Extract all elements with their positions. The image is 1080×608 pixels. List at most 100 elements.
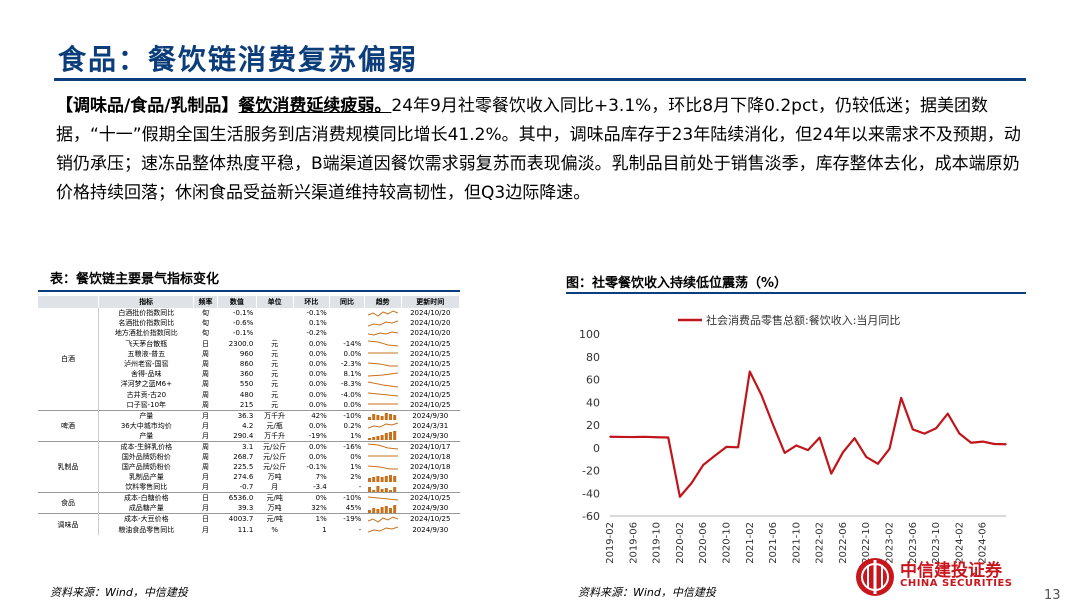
cell-updated: 2024/10/25 bbox=[410, 370, 451, 379]
table-row: 五粮液-普五 周 960 元 0.0% 0.0% 2024/10/25 bbox=[38, 349, 460, 359]
cell-frequency: 周 bbox=[201, 380, 209, 389]
cell-frequency: 月 bbox=[201, 504, 209, 513]
cell-frequency: 月 bbox=[193, 409, 218, 421]
cell-trend bbox=[364, 503, 401, 514]
sparkline-icon bbox=[367, 372, 398, 377]
cell-yoy bbox=[330, 328, 365, 338]
x-tick-label: 2022-06 bbox=[838, 522, 849, 564]
cell-value: -0.7 bbox=[239, 483, 254, 492]
x-tick-label: 2023-10 bbox=[931, 522, 942, 564]
sparkline-line bbox=[367, 516, 398, 523]
cell-updated: 2024/9/30 bbox=[412, 483, 449, 492]
sparkline-bar bbox=[376, 508, 380, 513]
data-point bbox=[877, 462, 879, 465]
data-point bbox=[830, 472, 833, 475]
data-point bbox=[655, 436, 658, 439]
cell-unit bbox=[256, 318, 293, 328]
line-chart: 社会消费品零售总额:餐饮收入:当月同比 -60 -40 -20 0 20 40 60 80 10… bbox=[579, 313, 1007, 564]
cell-mom: 1 bbox=[322, 525, 327, 534]
cell-indicator: 产量 bbox=[98, 409, 194, 421]
cell-updated: 2024/10/20 bbox=[410, 319, 451, 328]
cell-mom: -0.1% bbox=[306, 309, 327, 318]
data-point bbox=[702, 464, 704, 466]
data-point bbox=[853, 437, 856, 439]
cell-updated: 2024/10/18 bbox=[410, 452, 451, 461]
y-tick-label: -40 bbox=[582, 487, 600, 500]
sparkline-bar bbox=[392, 431, 396, 441]
cell-indicator: 36大中城市均价 bbox=[120, 421, 172, 430]
cell-yoy: -19% bbox=[329, 513, 365, 525]
sparkline-line bbox=[367, 496, 398, 501]
header-indicator: 指标 bbox=[98, 296, 195, 308]
data-point bbox=[679, 495, 681, 498]
header-frequency: 频率 bbox=[193, 296, 218, 308]
cell-unit: 元/吨 bbox=[256, 513, 294, 525]
row-category: 食品 bbox=[38, 492, 100, 514]
data-point bbox=[981, 440, 984, 443]
cell-yoy: -2.3% bbox=[341, 360, 362, 369]
cell-trend bbox=[364, 369, 401, 379]
cell-updated: 2024/10/25 bbox=[410, 390, 451, 399]
cell-yoy: -4.0% bbox=[341, 390, 362, 399]
cell-yoy: 0.0% bbox=[343, 349, 362, 358]
cell-mom: 0.0% bbox=[308, 360, 327, 369]
data-point bbox=[807, 449, 809, 451]
cell-updated: 2024/10/25 bbox=[401, 492, 460, 504]
data-point bbox=[760, 394, 763, 396]
cell-trend bbox=[364, 524, 401, 534]
cell-unit: 万吨 bbox=[267, 504, 282, 513]
cell-trend bbox=[364, 308, 401, 318]
cell-mom: 32% bbox=[311, 504, 327, 513]
cell-value: 960 bbox=[239, 349, 254, 358]
header-unit: 单位 bbox=[256, 296, 294, 308]
sparkline-icon bbox=[367, 381, 398, 388]
sparkline-icon bbox=[367, 474, 396, 482]
cell-mom: 0.0% bbox=[308, 390, 327, 399]
cell-unit: 元 bbox=[271, 349, 279, 358]
header-updated: 更新时间 bbox=[401, 296, 461, 308]
cell-yoy: 0.2% bbox=[343, 421, 362, 430]
data-point bbox=[772, 424, 774, 426]
cell-mom: 0.0% bbox=[308, 452, 327, 461]
sparkline-bar bbox=[388, 489, 392, 492]
cell-updated: 2024/10/25 bbox=[410, 349, 451, 358]
cell-indicator: 国外品牌奶粉价 bbox=[121, 452, 171, 461]
table-row: 古井贡-古20 周 480 元 0.0% -4.0% 2024/10/25 bbox=[38, 390, 460, 400]
sparkline-icon bbox=[367, 320, 398, 327]
cell-trend bbox=[364, 400, 401, 411]
cell-indicator: 国产品牌奶粉价 bbox=[121, 463, 171, 472]
cell-value: 4003.7 bbox=[217, 513, 257, 525]
sparkline-bar bbox=[367, 486, 371, 492]
y-axis: -60 -40 -20 0 20 40 60 80 100 bbox=[579, 328, 600, 523]
chart-title-rule bbox=[566, 292, 1026, 294]
cell-yoy: 8.1% bbox=[343, 370, 362, 379]
table-row: 乳制品产量 月 274.6 万吨 7% 2% 2024/9/30 bbox=[38, 472, 460, 482]
sparkline-bar bbox=[376, 436, 380, 441]
cell-yoy bbox=[330, 318, 365, 328]
data-point bbox=[644, 436, 646, 438]
cell-value: 3.1 bbox=[217, 440, 257, 452]
chart-source: 资料来源：Wind，中信建投 bbox=[578, 586, 716, 599]
cell-yoy: 1% bbox=[350, 463, 362, 472]
cell-trend bbox=[364, 440, 402, 452]
cell-frequency: 周 bbox=[201, 463, 209, 472]
sparkline-line bbox=[367, 362, 398, 367]
x-tick-label: 2021-06 bbox=[768, 522, 779, 564]
cell-frequency: 旬 bbox=[201, 329, 209, 338]
x-tick-label: 2021-10 bbox=[791, 522, 802, 564]
x-tick-label: 2024-06 bbox=[978, 522, 989, 564]
cell-frequency: 旬 bbox=[201, 309, 209, 318]
cell-value: 225.5 bbox=[233, 463, 254, 472]
table-row: 36大中城市均价 月 4.2 元/瓶 0.0% 0.2% 2024/3/31 bbox=[38, 421, 460, 431]
cell-mom: 42% bbox=[293, 409, 330, 421]
sparkline-bar bbox=[367, 509, 371, 513]
china-securities-logo-icon bbox=[856, 558, 894, 596]
sparkline-bar bbox=[384, 475, 388, 482]
x-tick-label: 2022-02 bbox=[815, 522, 826, 564]
cell-updated: 2024/10/25 bbox=[410, 400, 451, 409]
table-row: 产量 月 290.4 万千升 -19% 1% 2024/9/30 bbox=[38, 431, 460, 442]
cell-indicator: 名酒批价指数同比 bbox=[118, 319, 175, 328]
cell-updated: 2024/10/25 bbox=[401, 513, 460, 525]
data-point bbox=[725, 446, 728, 448]
cell-updated: 2024/9/30 bbox=[412, 473, 449, 482]
